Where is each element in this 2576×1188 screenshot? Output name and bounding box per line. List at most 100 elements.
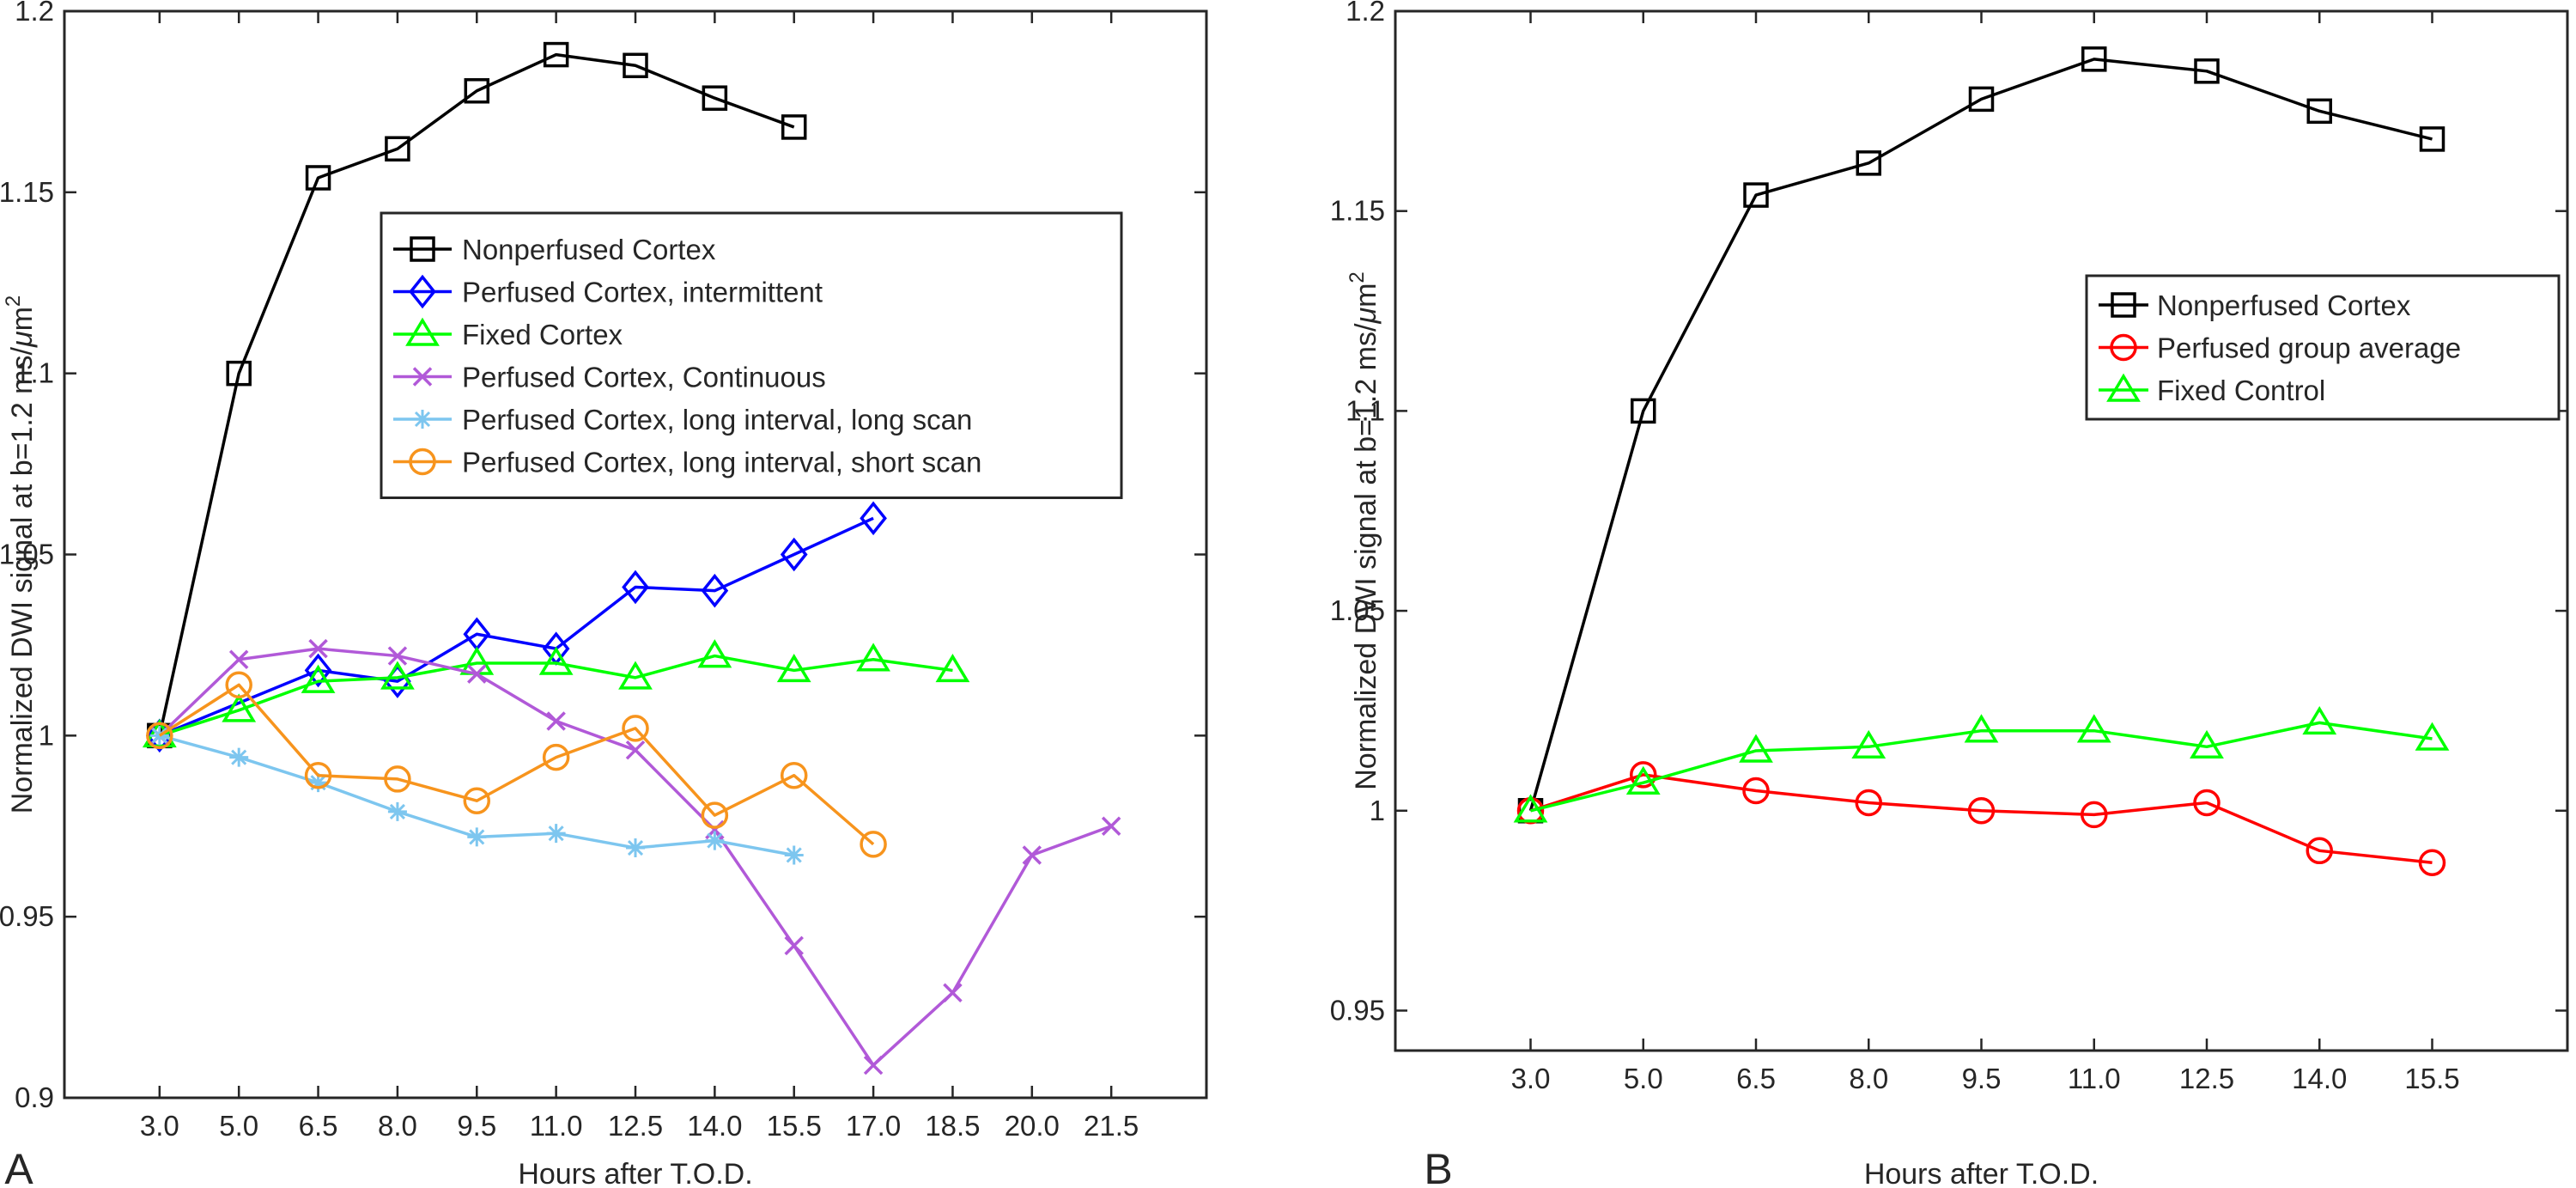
data-point [413,410,432,429]
legend-box [2085,274,2561,421]
legend-label: Nonperfused Cortex [2157,289,2411,321]
panel-letter: A [4,1145,33,1188]
x-tick-label: 18.5 [925,1110,980,1142]
data-point [146,722,173,750]
data-point [1856,150,1881,176]
series-nonperfused-cortex [1517,46,2445,824]
y-tick-label: 1.1 [15,357,54,389]
legend-label: Nonperfused Cortex [462,234,716,265]
data-point [943,983,963,1002]
data-point [1022,845,1042,865]
data-point [2306,837,2333,865]
y-tick-label: 1.15 [1330,195,1385,227]
data-point [2419,126,2445,152]
x-tick-label: 11.0 [530,1110,583,1142]
data-point [412,367,433,387]
data-point [935,654,970,683]
data-point [1968,86,1995,113]
data-point [387,646,408,666]
x-axis-label: Hours after T.O.D. [518,1158,752,1188]
data-point [860,501,887,536]
x-tick-label: 14.0 [2292,1063,2347,1094]
data-point [705,831,725,850]
series-line [159,654,953,738]
data-point [2106,373,2141,402]
data-point [625,740,646,760]
data-point [780,537,808,572]
x-tick-label: 12.5 [2179,1063,2234,1094]
x-tick-label: 3.0 [1511,1063,1551,1094]
axes-box [63,9,1208,1100]
legend: Nonperfused Cortex Perfused group average… [2085,274,2561,421]
series-perfused-cortex-intermittent [145,501,887,753]
series-perfused-cortex-long-interval-short-scan [146,671,887,858]
data-point [228,649,249,670]
series-perfused-cortex-long-interval-long-scan [149,726,804,865]
data-point [781,114,807,140]
data-point [225,671,252,699]
legend-label: Perfused Cortex, long interval, long sca… [462,404,972,436]
data-point [304,653,332,688]
axes-box [1394,9,2569,1052]
data-point [546,711,566,731]
x-tick-label: 6.5 [1736,1063,1776,1094]
y-label-unit: m [6,307,39,331]
panel-letter: B [1424,1145,1452,1188]
legend-label: Perfused group average [2157,332,2461,364]
plot-area [1513,46,2450,877]
data-point [780,761,808,789]
x-tick-label: 20.0 [1005,1110,1060,1142]
legend-label: Fixed Control [2157,375,2325,406]
y-axis: 0.95 1 1.05 1.1 1.15 1.2 [1330,0,2567,1026]
data-point [410,236,435,262]
data-point [464,78,490,104]
data-point [2306,98,2332,125]
x-tick-label: 8.0 [378,1110,417,1142]
series-line [1528,58,2433,812]
x-tick-label: 15.5 [767,1110,822,1142]
legend-item: Fixed Cortex [393,317,623,350]
y-tick-label: 0.95 [0,900,54,932]
data-point [405,317,440,346]
data-point [1967,797,1996,825]
legend-label: Perfused Cortex, Continuous [462,362,826,393]
x-tick-label: 9.5 [1962,1063,2002,1094]
data-point [301,664,336,693]
data-point [1630,761,1657,789]
data-point [784,935,804,956]
y-tick-label: 1 [1370,795,1385,826]
x-tick-label: 8.0 [1849,1063,1888,1094]
legend-item: Fixed Control [2099,373,2325,406]
data-point [385,136,410,161]
data-point [2076,714,2111,743]
data-point [308,773,328,793]
data-point [618,661,653,690]
y-tick-label: 0.95 [1330,994,1385,1026]
x-tick-label: 6.5 [299,1110,338,1142]
legend-label: Perfused Cortex, long interval, short sc… [462,447,981,478]
x-tick-label: 5.0 [219,1110,258,1142]
y-label-main: Normalized DWI signal at b=1.2 ms/ [6,346,39,813]
data-point [1964,714,1999,743]
legend-item: Perfused Cortex, long interval, long sca… [393,404,972,436]
data-point [543,41,569,68]
data-point [305,165,331,191]
data-point [776,654,811,683]
x-tick-label: 11.0 [2068,1063,2121,1094]
x-tick-label: 3.0 [140,1110,179,1142]
y-label-mu: μ [6,331,39,348]
x-axis: 3.0 5.0 6.5 8.0 9.5 11.0 12.5 14.0 15.5 17.0 18.5 2… [140,11,1139,1142]
data-point [2302,705,2337,735]
data-point [701,573,729,608]
x-axis-label: Hours after T.O.D. [1864,1158,2099,1188]
data-point [2190,729,2224,759]
series-line [159,516,874,737]
data-point [409,274,436,309]
data-point [2111,292,2136,318]
y-tick-label: 1.05 [0,539,54,570]
data-point [304,761,332,789]
x-tick-label: 9.5 [457,1110,496,1142]
series-perfused-cortex-continuous [149,638,1121,1075]
y-tick-label: 0.9 [15,1081,54,1113]
